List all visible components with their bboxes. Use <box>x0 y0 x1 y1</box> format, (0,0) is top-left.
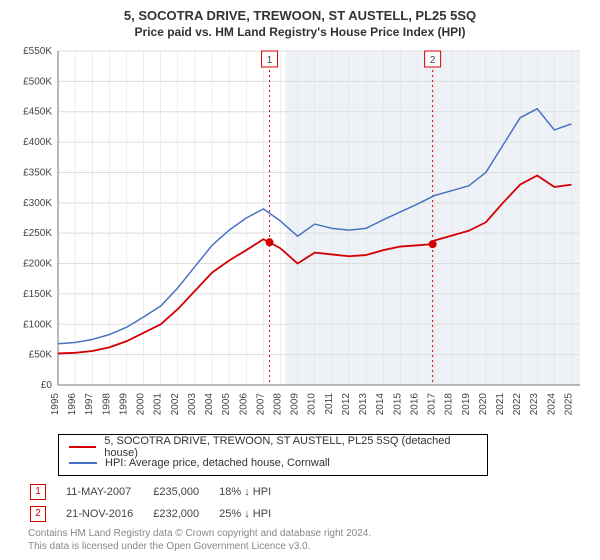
sale-price-2: £232,000 <box>153 504 217 524</box>
svg-text:£300K: £300K <box>23 198 52 209</box>
svg-text:2004: 2004 <box>204 393 215 416</box>
legend-swatch-2 <box>69 462 97 464</box>
legend-box: 5, SOCOTRA DRIVE, TREWOON, ST AUSTELL, P… <box>58 434 488 476</box>
svg-text:1999: 1999 <box>118 393 129 416</box>
footnote-1: Contains HM Land Registry data © Crown c… <box>28 528 586 539</box>
svg-text:£500K: £500K <box>23 76 52 87</box>
svg-text:2021: 2021 <box>495 393 506 416</box>
svg-text:2010: 2010 <box>307 393 318 416</box>
chart-title: 5, SOCOTRA DRIVE, TREWOON, ST AUSTELL, P… <box>14 8 586 23</box>
sale-date-1: 11-MAY-2007 <box>66 482 151 502</box>
svg-text:£150K: £150K <box>23 289 52 300</box>
svg-text:2002: 2002 <box>170 393 181 416</box>
svg-text:2018: 2018 <box>444 393 455 416</box>
svg-text:2006: 2006 <box>238 393 249 416</box>
svg-text:2005: 2005 <box>221 393 232 416</box>
svg-text:£350K: £350K <box>23 167 52 178</box>
sales-table: 1 11-MAY-2007 £235,000 18% ↓ HPI 2 21-NO… <box>28 480 291 526</box>
svg-text:2022: 2022 <box>512 393 523 416</box>
svg-text:£250K: £250K <box>23 228 52 239</box>
chart-subtitle: Price paid vs. HM Land Registry's House … <box>14 25 586 39</box>
legend-row-series1: 5, SOCOTRA DRIVE, TREWOON, ST AUSTELL, P… <box>69 439 477 455</box>
svg-text:2001: 2001 <box>153 393 164 416</box>
legend-label-2: HPI: Average price, detached house, Corn… <box>105 457 330 469</box>
svg-text:£50K: £50K <box>29 350 53 361</box>
sale-row-2: 2 21-NOV-2016 £232,000 25% ↓ HPI <box>30 504 289 524</box>
svg-text:£0: £0 <box>41 380 53 391</box>
svg-text:2025: 2025 <box>563 393 574 416</box>
svg-text:2019: 2019 <box>461 393 472 416</box>
svg-text:2016: 2016 <box>409 393 420 416</box>
svg-text:2003: 2003 <box>187 393 198 416</box>
svg-text:2000: 2000 <box>136 393 147 416</box>
svg-text:1997: 1997 <box>84 393 95 416</box>
svg-text:1998: 1998 <box>101 393 112 416</box>
sale-delta-1: 18% ↓ HPI <box>219 482 289 502</box>
footnote-2: This data is licensed under the Open Gov… <box>28 541 586 552</box>
legend-label-1: 5, SOCOTRA DRIVE, TREWOON, ST AUSTELL, P… <box>104 435 477 459</box>
svg-text:1996: 1996 <box>67 393 78 416</box>
svg-text:2009: 2009 <box>290 393 301 416</box>
sale-row-1: 1 11-MAY-2007 £235,000 18% ↓ HPI <box>30 482 289 502</box>
legend-swatch-1 <box>69 446 96 448</box>
svg-text:2: 2 <box>430 55 436 66</box>
svg-text:£100K: £100K <box>23 319 52 330</box>
svg-text:£200K: £200K <box>23 259 52 270</box>
svg-text:2023: 2023 <box>529 393 540 416</box>
sale-badge-2: 2 <box>30 506 46 522</box>
svg-text:2014: 2014 <box>375 393 386 416</box>
svg-text:1: 1 <box>267 55 273 66</box>
svg-text:2013: 2013 <box>358 393 369 416</box>
svg-text:2017: 2017 <box>427 393 438 416</box>
svg-text:2012: 2012 <box>341 393 352 416</box>
sale-badge-1: 1 <box>30 484 46 500</box>
price-chart: £0 £50K £100K £150K £200K £250K £300K £350K £400… <box>14 45 586 425</box>
svg-text:£400K: £400K <box>23 137 52 148</box>
sale-price-1: £235,000 <box>153 482 217 502</box>
svg-text:2020: 2020 <box>478 393 489 416</box>
svg-text:2024: 2024 <box>546 393 557 416</box>
svg-text:£550K: £550K <box>23 46 52 57</box>
svg-text:1995: 1995 <box>50 393 61 416</box>
svg-text:£450K: £450K <box>23 107 52 118</box>
svg-text:2011: 2011 <box>324 393 335 415</box>
svg-text:2015: 2015 <box>392 393 403 416</box>
svg-text:2008: 2008 <box>272 393 283 416</box>
sale-date-2: 21-NOV-2016 <box>66 504 151 524</box>
sale-delta-2: 25% ↓ HPI <box>219 504 289 524</box>
svg-text:2007: 2007 <box>255 393 266 416</box>
